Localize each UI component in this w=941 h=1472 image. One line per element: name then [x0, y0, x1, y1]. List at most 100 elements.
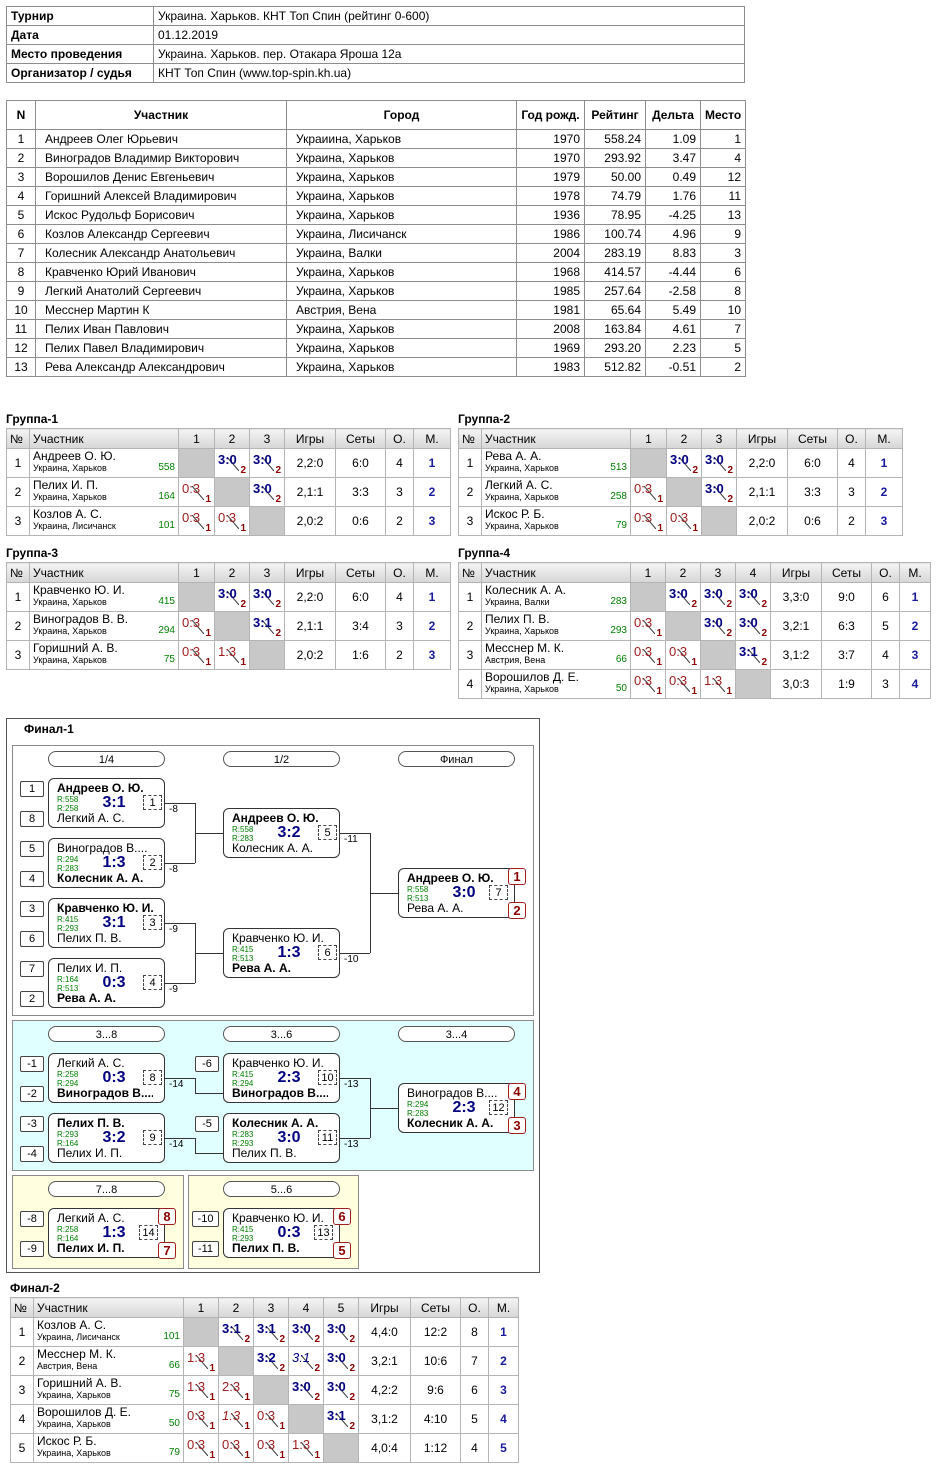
- final-place: 6: [333, 1208, 351, 1225]
- result-points: 2: [240, 599, 246, 610]
- cell: Легкий Анатолий Сергеевич: [35, 281, 287, 301]
- cell: 7: [700, 319, 746, 339]
- connector: [165, 1138, 195, 1139]
- result-cell: 3:0 2: [288, 1317, 324, 1347]
- participant-row: 7 Колесник Александр Анатольевич Украина, …: [6, 243, 746, 263]
- connector: [165, 1078, 195, 1079]
- column-header: 1: [630, 562, 666, 583]
- connector: [370, 1108, 398, 1109]
- self-cell: [253, 1375, 289, 1405]
- result-points: 2: [761, 599, 767, 610]
- place: 2: [413, 611, 451, 641]
- place: 1: [865, 448, 903, 478]
- player-rating: R:293: [232, 1234, 254, 1243]
- participant-row: 3 Ворошилов Денис Евгеньевич Украина, Харь…: [6, 167, 746, 187]
- group-row: 1 Козлов А. С. Украина, Лисичанск 101 3:1 2 3:…: [10, 1317, 519, 1347]
- match-score: 3:1: [102, 914, 126, 931]
- result-score: 0:3: [182, 510, 201, 525]
- place: 2: [488, 1346, 519, 1376]
- group-title: Группа-2: [458, 412, 511, 426]
- loser-target: -14: [169, 1079, 184, 1090]
- result-cell: 3:0 2: [735, 611, 771, 641]
- sets: 10:6: [410, 1346, 461, 1376]
- column-header: М.: [865, 428, 903, 449]
- result-points: 1: [656, 628, 662, 639]
- games: 4,2:2: [358, 1375, 411, 1405]
- participant-name: Горишний А. В.: [33, 641, 118, 655]
- result-cell: 3:1 2: [735, 640, 771, 670]
- result-points: 2: [240, 465, 246, 476]
- result-score: 3:2: [257, 1350, 276, 1365]
- player-name: Колесник А. А.: [232, 1117, 319, 1130]
- player-name: Кравченко Ю. И.: [232, 932, 324, 945]
- participant-cell: Андреев О. Ю. Украина, Харьков 558: [29, 448, 179, 478]
- games: 2,2:0: [284, 448, 336, 478]
- result-points: 2: [691, 599, 697, 610]
- participant-city: Украина, Харьков: [485, 626, 559, 636]
- match-score: 3:2: [102, 1129, 126, 1146]
- final-place: 7: [158, 1242, 176, 1259]
- row-number: 2: [6, 477, 30, 507]
- info-label: Организатор / судья: [6, 63, 154, 83]
- cell: 1: [700, 129, 746, 149]
- column-header: Игры: [284, 562, 336, 583]
- info-row: Организатор / судья КНТ Топ Спин (www.top…: [6, 63, 745, 83]
- sets: 6:0: [335, 448, 386, 478]
- match-box: Андреев О. Ю. R:558 Колесник А. А. R:283 3:2…: [223, 808, 340, 858]
- cell: 13: [700, 205, 746, 225]
- sets: 3:3: [787, 477, 838, 507]
- participant-name: Рева А. А.: [485, 449, 542, 463]
- match-number: 6: [318, 945, 337, 960]
- participant-info: Украина, Харьков 79: [37, 1448, 180, 1459]
- participants-table: N Участник Город Год рожд. Рейтинг Дельта Мест…: [6, 100, 746, 377]
- match-number: 10: [318, 1070, 337, 1085]
- seed: -1: [20, 1056, 44, 1072]
- player-rating: R:283: [232, 834, 254, 843]
- cell: Рева Александр Александрович: [35, 357, 287, 377]
- match-box: Кравченко Ю. И. R:415 Пелих П. В. R:293 3:1 3: [48, 898, 165, 948]
- cell: 8: [6, 262, 36, 282]
- connector: [195, 1153, 223, 1154]
- header-row: N Участник Город Год рожд. Рейтинг Дельта Мест…: [6, 100, 746, 130]
- player-rating: R:164: [57, 1139, 79, 1148]
- player-name: Легкий А. С.: [57, 812, 125, 825]
- points: 4: [871, 640, 900, 670]
- row-number: 1: [10, 1317, 34, 1347]
- points: 4: [385, 448, 414, 478]
- info-row: Турнир Украина. Харьков. КНТ Топ Спин (ре…: [6, 6, 745, 26]
- group-row: 3 Месснер М. К. Австрия, Вена 66 0:3 1 0:3 1 3:1…: [458, 640, 931, 670]
- column-header: 5: [323, 1297, 359, 1318]
- cell: 1986: [516, 224, 585, 244]
- result-score: 3:1: [292, 1350, 311, 1365]
- self-cell: [701, 506, 737, 536]
- participant-city: Украина, Харьков: [485, 463, 559, 473]
- column-header: Сеты: [335, 428, 386, 449]
- result-cell: 3:1 2: [253, 1317, 289, 1347]
- connector: [165, 923, 195, 924]
- participant-cell: Искос Р. Б. Украина, Харьков 79: [33, 1433, 184, 1463]
- sets: 1:12: [410, 1433, 461, 1463]
- seed: 5: [20, 841, 44, 857]
- sets: 6:3: [821, 611, 872, 641]
- cell: -4.25: [645, 205, 701, 225]
- group-row: 3 Горишний А. В. Украина, Харьков 75 0:3 1 1:3…: [6, 640, 451, 670]
- games: 3,2:1: [770, 611, 822, 641]
- group-table: № Участник 1 2 3 Игры Сеты О. М. 1 Кравченко Ю. И.…: [6, 562, 451, 670]
- final-place: 1: [508, 868, 526, 885]
- column-header: 2: [665, 562, 701, 583]
- result-score: 0:3: [634, 673, 653, 688]
- final-place: 2: [508, 902, 526, 919]
- participant-row: 13 Рева Александр Александрович Украина, Х…: [6, 357, 746, 377]
- player-name: Рева А. А.: [407, 902, 464, 915]
- column-header: О.: [837, 428, 866, 449]
- participant-info: Украина, Харьков 415: [33, 597, 175, 608]
- match-box: Легкий А. С. R:258 Пелих И. П. R:164 1:3 14: [48, 1208, 165, 1258]
- games: 3,1:2: [770, 640, 822, 670]
- match-box: Пелих П. В. R:293 Пелих И. П. R:164 3:2 9: [48, 1113, 165, 1163]
- player-rating: R:513: [232, 954, 254, 963]
- result-cell: 0:3 1: [214, 506, 250, 536]
- result-score: 0:3: [669, 644, 688, 659]
- column-header: Участник: [481, 562, 631, 583]
- column-header: М.: [413, 428, 451, 449]
- player-name: Андреев О. Ю.: [407, 872, 494, 885]
